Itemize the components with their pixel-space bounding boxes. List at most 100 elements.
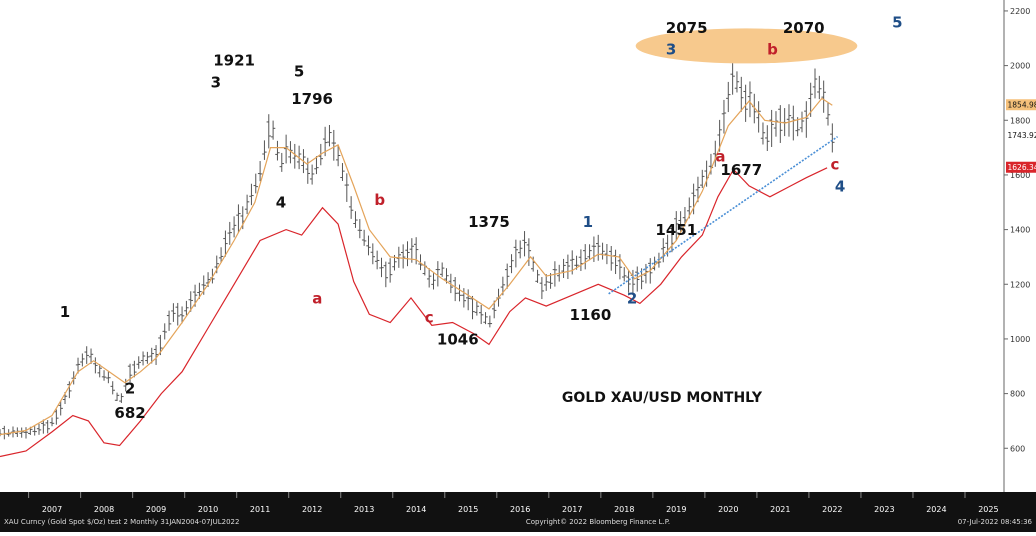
price-bar bbox=[384, 262, 388, 288]
price-bar bbox=[280, 153, 284, 172]
x-tick-label: 2015 bbox=[458, 505, 478, 514]
price-bar bbox=[622, 267, 626, 281]
annotation-label: 2 bbox=[125, 380, 135, 398]
price-bar bbox=[80, 353, 84, 366]
annotation-label: 2075 bbox=[666, 19, 708, 37]
price-bar bbox=[202, 275, 206, 294]
annotation-label: 1451 bbox=[655, 221, 697, 239]
annotation-label: 1160 bbox=[570, 306, 612, 324]
price-bar bbox=[782, 108, 786, 136]
annotation-label: 1 bbox=[60, 303, 70, 321]
price-bar bbox=[232, 216, 236, 237]
y-tick-label: 800 bbox=[1010, 390, 1025, 399]
price-bar bbox=[24, 427, 28, 438]
price-bar bbox=[115, 393, 119, 401]
price-bar bbox=[245, 195, 249, 214]
annotation-label: 3 bbox=[211, 73, 221, 91]
price-bar bbox=[176, 303, 180, 326]
price-bar bbox=[466, 289, 470, 310]
price-bar bbox=[579, 249, 583, 271]
x-tick-label: 2011 bbox=[250, 505, 270, 514]
svg-text:1854.98: 1854.98 bbox=[1008, 101, 1036, 110]
price-bar bbox=[102, 370, 106, 381]
footer-right: 07-Jul-2022 08:45:36 bbox=[958, 518, 1033, 526]
price-bar bbox=[821, 81, 825, 113]
price-bar bbox=[561, 259, 565, 278]
x-tick-label: 2018 bbox=[614, 505, 634, 514]
price-bar bbox=[2, 426, 6, 440]
price-bar bbox=[748, 81, 752, 117]
x-tick-label: 2009 bbox=[146, 505, 166, 514]
svg-text:1743.92: 1743.92 bbox=[1008, 131, 1036, 140]
price-bar bbox=[163, 323, 167, 339]
price-bar bbox=[119, 393, 123, 403]
last-value-label: 1854.98 bbox=[1006, 99, 1036, 110]
price-bar bbox=[726, 82, 730, 112]
price-bar bbox=[19, 428, 23, 438]
price-bar bbox=[596, 235, 600, 261]
price-bar bbox=[800, 112, 804, 133]
price-bar bbox=[137, 356, 141, 369]
x-tick-label: 2024 bbox=[926, 505, 946, 514]
x-tick-label: 2023 bbox=[874, 505, 894, 514]
price-bar bbox=[791, 106, 795, 141]
annotation-label: 1921 bbox=[213, 52, 255, 70]
price-bar bbox=[171, 303, 175, 322]
annotation-label: 1677 bbox=[720, 161, 762, 179]
price-bar bbox=[423, 261, 427, 275]
price-bar bbox=[804, 101, 808, 138]
annotation-label: b bbox=[767, 41, 778, 59]
price-bar bbox=[479, 305, 483, 324]
price-bar bbox=[735, 71, 739, 92]
annotation-label: 1375 bbox=[468, 213, 510, 231]
last-value-label: 1626.34 bbox=[1006, 162, 1036, 173]
x-tick-label: 2022 bbox=[822, 505, 842, 514]
price-bar bbox=[85, 346, 89, 364]
x-tick-label: 2021 bbox=[770, 505, 790, 514]
price-bar bbox=[813, 69, 817, 99]
x-tick-label: 2008 bbox=[94, 505, 114, 514]
annotation-label: 3 bbox=[666, 41, 676, 59]
annotation-label: c bbox=[425, 309, 434, 327]
price-bar bbox=[774, 111, 778, 137]
price-bar bbox=[375, 251, 379, 270]
price-bar bbox=[45, 420, 49, 433]
x-tick-label: 2010 bbox=[198, 505, 218, 514]
price-bar bbox=[739, 77, 743, 112]
y-tick-label: 1000 bbox=[1010, 335, 1030, 344]
price-bar bbox=[262, 140, 266, 160]
price-bar bbox=[722, 100, 726, 134]
y-tick-label: 2000 bbox=[1010, 62, 1030, 71]
x-tick-label: 2025 bbox=[978, 505, 998, 514]
price-bar bbox=[275, 141, 279, 161]
annotation-label: a bbox=[312, 289, 322, 307]
x-tick-label: 2007 bbox=[42, 505, 62, 514]
price-bar bbox=[769, 110, 773, 147]
x-tick-label: 2019 bbox=[666, 505, 686, 514]
y-tick-label: 600 bbox=[1010, 444, 1025, 453]
price-bar bbox=[826, 103, 830, 126]
price-bar bbox=[431, 273, 435, 289]
price-bar bbox=[540, 277, 544, 299]
x-tick-label: 2016 bbox=[510, 505, 530, 514]
annotation-label: 2 bbox=[627, 289, 637, 307]
price-bar bbox=[340, 163, 344, 181]
price-bar bbox=[483, 312, 487, 324]
annotation-label: 682 bbox=[114, 404, 145, 422]
price-bar bbox=[167, 311, 171, 331]
price-bar bbox=[327, 125, 331, 146]
price-bar bbox=[37, 424, 41, 435]
price-bar bbox=[635, 267, 639, 292]
price-bar bbox=[600, 243, 604, 260]
svg-text:1626.34: 1626.34 bbox=[1008, 163, 1036, 172]
price-bar bbox=[249, 184, 253, 205]
y-tick-label: 1200 bbox=[1010, 280, 1030, 289]
price-bar bbox=[566, 255, 570, 279]
y-tick-label: 1400 bbox=[1010, 226, 1030, 235]
price-bar bbox=[345, 173, 349, 202]
price-bar bbox=[371, 243, 375, 264]
price-bar bbox=[518, 240, 522, 258]
x-tick-label: 2014 bbox=[406, 505, 426, 514]
price-bar bbox=[141, 351, 145, 365]
